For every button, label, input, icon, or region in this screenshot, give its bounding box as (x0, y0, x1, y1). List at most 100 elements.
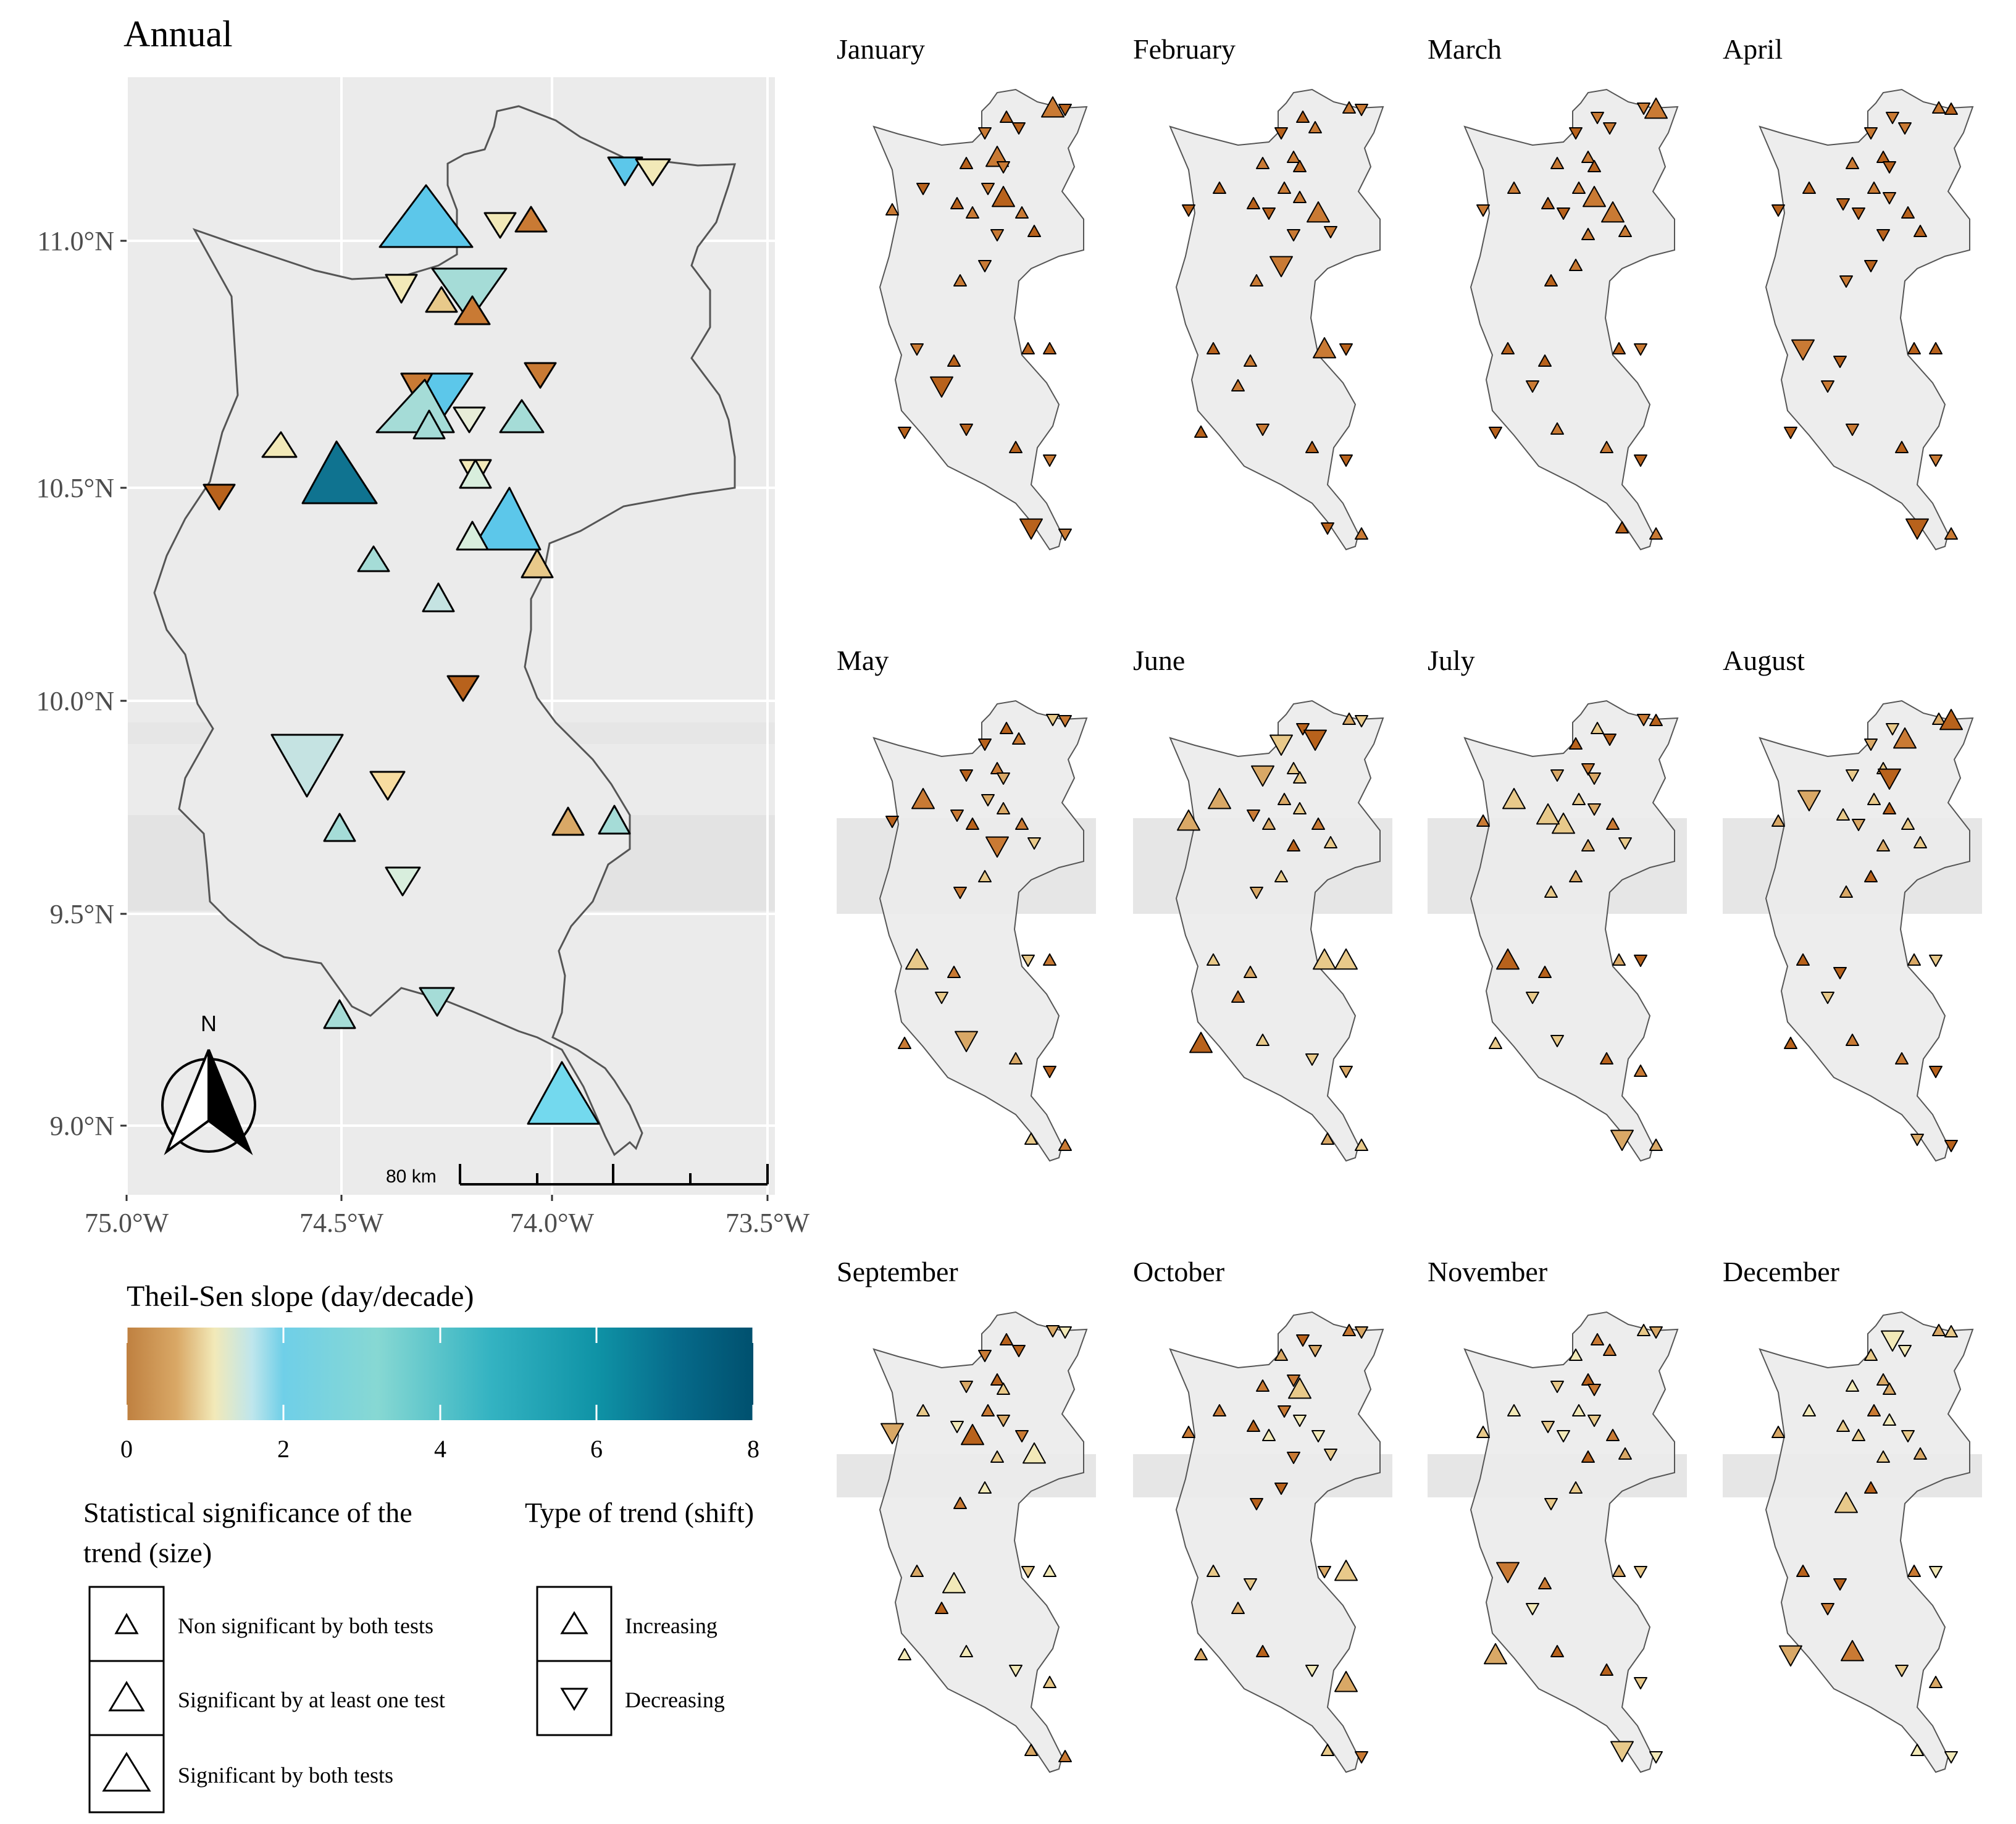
month-station-marker (1207, 1565, 1220, 1577)
month-station-marker (1231, 1602, 1245, 1614)
month-title: January (837, 33, 925, 65)
month-station-marker (1846, 1034, 1859, 1046)
month-station-marker (1914, 1447, 1927, 1460)
month-station-marker (1550, 157, 1564, 169)
month-station-marker (1944, 1325, 1958, 1337)
size-legend-labels: Non significant by both tests Significan… (178, 1613, 445, 1788)
shape-legend-label: Decreasing (625, 1688, 725, 1712)
month-station-marker (1256, 157, 1269, 169)
month-station-marker (1355, 1139, 1368, 1151)
month-station-marker (1895, 441, 1909, 453)
month-region-outline (1169, 1311, 1384, 1773)
month-station-marker (1019, 518, 1043, 540)
month-station-marker (1041, 96, 1064, 118)
shape-legend-title: Type of trend (shift) (525, 1497, 754, 1528)
month-station-marker (1836, 198, 1850, 211)
month-station-marker (1278, 793, 1291, 805)
month-station-marker (1569, 870, 1583, 882)
month-station-marker (1058, 1326, 1072, 1339)
month-station-marker (955, 1031, 978, 1052)
month-station-marker (1262, 207, 1276, 220)
month-station-marker (1821, 992, 1834, 1004)
month-station-marker (1274, 870, 1288, 882)
month-station-marker (1058, 1750, 1072, 1762)
month-station-marker (1612, 1565, 1626, 1577)
lon-label: 75.0°W (85, 1208, 169, 1238)
station-marker (379, 184, 474, 248)
axis-ticks (120, 240, 769, 1201)
month-station-marker (1852, 1429, 1865, 1441)
month-station-marker (1587, 1415, 1601, 1427)
month-station-marker (1587, 772, 1601, 785)
month-station-marker (953, 1497, 967, 1509)
month-station-marker (1496, 948, 1520, 970)
month-station-marker (1476, 204, 1490, 217)
month-station-marker (935, 1602, 948, 1614)
month-station-marker (916, 1404, 930, 1416)
month-station-marker (1250, 274, 1263, 287)
month-station-marker (1581, 228, 1595, 240)
month-title: November (1428, 1256, 1547, 1287)
month-station-marker (1864, 1481, 1878, 1494)
month-station-marker (981, 183, 995, 195)
month-station-marker (1247, 197, 1260, 209)
month-station-marker (942, 1572, 966, 1594)
month-station-marker (1303, 729, 1327, 751)
month-station-marker (1944, 527, 1958, 540)
station-marker (607, 156, 643, 186)
month-station-marker (1821, 380, 1834, 393)
month-station-marker (997, 161, 1010, 174)
month-station-marker (1484, 1643, 1507, 1665)
month-map-july: July (1428, 645, 1687, 1162)
month-station-marker (1334, 1560, 1358, 1581)
month-station-marker (1021, 342, 1035, 354)
month-station-marker (1287, 839, 1300, 851)
station-marker (431, 267, 508, 322)
month-station-marker (1898, 1345, 1912, 1357)
month-station-marker (1476, 1426, 1490, 1438)
station-marker (471, 487, 542, 551)
month-station-marker (960, 1645, 973, 1657)
station-marker (456, 521, 489, 551)
month-station-marker (1274, 127, 1288, 140)
month-station-marker (1231, 990, 1245, 1003)
month-map-june: June (1133, 645, 1392, 1162)
month-station-marker (1021, 1566, 1035, 1578)
month-region-outline (1463, 88, 1679, 551)
month-station-marker (978, 1481, 992, 1494)
month-station-marker (1278, 1405, 1291, 1418)
month-station-marker (1009, 441, 1023, 453)
month-station-marker (960, 769, 973, 782)
month-station-marker (1771, 1426, 1785, 1438)
month-station-marker (1012, 1345, 1026, 1357)
month-station-marker (947, 354, 961, 367)
lon-label: 74.5°W (299, 1208, 384, 1238)
month-station-marker (1914, 836, 1927, 848)
month-station-marker (1293, 191, 1307, 203)
month-station-marker (1929, 955, 1943, 967)
annual-stations (203, 156, 671, 1125)
month-station-marker (1771, 204, 1785, 217)
month-station-marker (1012, 732, 1026, 745)
month-station-marker (1569, 259, 1583, 271)
month-station-marker (1321, 522, 1334, 535)
month-station-marker (1821, 1603, 1834, 1615)
month-station-marker (1610, 1741, 1634, 1762)
month-station-marker (1784, 427, 1797, 439)
month-station-marker (1293, 160, 1307, 172)
month-station-marker (1293, 771, 1307, 784)
month-station-marker (1802, 1404, 1816, 1416)
month-station-marker (1864, 127, 1878, 140)
month-station-marker (1569, 127, 1583, 140)
month-station-marker (1796, 953, 1810, 966)
month-station-marker (1771, 814, 1785, 827)
month-station-marker (978, 870, 992, 882)
month-title: September (837, 1256, 958, 1287)
colorbar-tick: 2 (277, 1435, 290, 1463)
month-station-marker (1544, 885, 1558, 898)
month-station-marker (1587, 803, 1601, 816)
station-marker (635, 158, 671, 186)
month-station-marker (1550, 1645, 1564, 1657)
month-station-marker (1572, 1404, 1586, 1416)
month-station-marker (1507, 182, 1521, 194)
